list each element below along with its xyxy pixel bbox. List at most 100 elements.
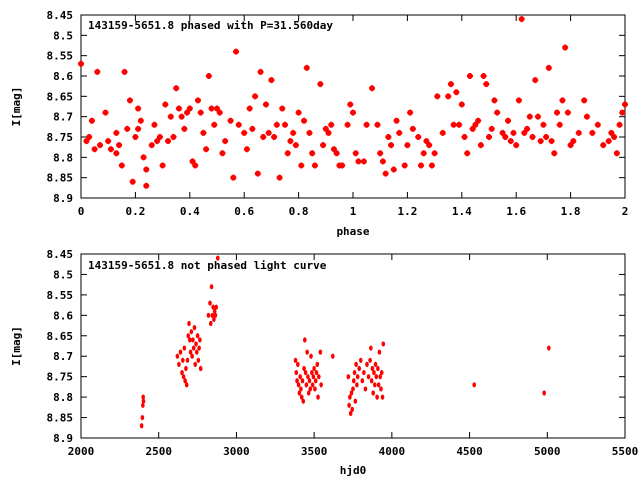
data-point <box>135 105 142 112</box>
data-point <box>86 134 93 140</box>
data-point <box>252 93 259 100</box>
x-tick-label: 3500 <box>301 445 328 458</box>
data-point <box>349 390 354 396</box>
data-point <box>393 117 400 124</box>
data-point <box>348 394 352 400</box>
data-point <box>276 174 283 181</box>
x-axis-title: phase <box>336 225 369 238</box>
data-point <box>469 125 476 132</box>
data-point <box>491 97 498 104</box>
data-point <box>293 357 298 363</box>
x-tick-label: 2000 <box>68 445 95 458</box>
y-tick-label: 8.65 <box>47 330 74 343</box>
data-point <box>162 101 169 108</box>
data-point <box>315 361 320 367</box>
x-tick-label: 4500 <box>456 445 483 458</box>
data-point <box>191 337 195 343</box>
data-point <box>545 64 552 71</box>
data-point <box>137 117 144 124</box>
data-point <box>189 329 194 335</box>
data-point <box>488 125 495 132</box>
data-point <box>306 390 311 396</box>
data-point <box>499 129 506 136</box>
data-point <box>472 382 477 388</box>
y-tick-label: 8.85 <box>47 412 74 425</box>
data-point <box>346 374 351 380</box>
y-tick-label: 8.65 <box>47 90 74 103</box>
data-point <box>311 162 318 169</box>
data-point <box>613 150 620 157</box>
data-point <box>616 121 623 128</box>
data-point <box>352 150 359 157</box>
data-point <box>200 129 207 136</box>
data-point <box>559 97 566 104</box>
data-point <box>581 97 588 104</box>
y-tick-label: 8.9 <box>53 432 73 445</box>
data-point <box>303 337 307 343</box>
data-point <box>575 129 582 136</box>
data-point <box>241 129 248 136</box>
data-point <box>213 312 218 318</box>
data-point <box>371 390 376 396</box>
data-point <box>314 369 319 376</box>
data-point <box>192 162 199 169</box>
data-point <box>564 109 571 116</box>
data-point <box>208 320 213 327</box>
data-point <box>362 369 366 376</box>
data-point <box>353 398 358 404</box>
data-point <box>260 134 267 140</box>
data-point <box>330 353 335 359</box>
data-point <box>333 150 340 157</box>
data-point <box>313 386 317 392</box>
data-point <box>570 138 577 145</box>
data-point <box>548 138 555 145</box>
data-point <box>298 374 302 380</box>
data-point <box>310 369 314 376</box>
data-point <box>187 320 191 327</box>
data-point <box>279 105 286 112</box>
data-point <box>486 134 492 140</box>
data-point <box>139 423 144 429</box>
data-point <box>299 386 303 392</box>
data-point <box>180 369 184 376</box>
x-tick-label: 2500 <box>145 445 172 458</box>
data-point <box>377 349 382 355</box>
data-point <box>622 101 628 108</box>
data-point <box>305 349 309 355</box>
data-point <box>318 349 323 355</box>
y-axis-title: I[mag] <box>10 326 23 366</box>
data-point <box>216 109 223 116</box>
data-point <box>619 109 626 116</box>
data-point <box>306 129 313 136</box>
data-point <box>184 109 191 116</box>
data-point <box>91 146 98 153</box>
y-tick-label: 8.75 <box>47 371 74 384</box>
data-point <box>290 129 297 136</box>
data-point <box>347 101 354 108</box>
data-point <box>376 382 381 388</box>
data-point <box>181 125 188 132</box>
data-point <box>370 365 375 372</box>
data-point <box>210 312 215 318</box>
data-point <box>309 353 313 359</box>
data-point <box>301 117 308 124</box>
y-tick-label: 8.45 <box>47 248 74 261</box>
data-point <box>453 89 460 96</box>
data-point <box>426 142 433 149</box>
data-point <box>351 378 356 384</box>
data-point <box>583 113 590 120</box>
data-point <box>369 378 374 384</box>
data-point <box>502 134 509 140</box>
data-point <box>461 134 468 140</box>
data-point <box>307 378 312 384</box>
data-point <box>450 121 457 128</box>
data-point <box>175 105 182 112</box>
data-point <box>358 357 363 363</box>
data-point <box>140 154 147 161</box>
data-point <box>83 138 90 145</box>
data-point <box>302 365 306 372</box>
data-point <box>431 150 438 157</box>
data-point <box>518 16 525 23</box>
data-point <box>401 162 408 169</box>
